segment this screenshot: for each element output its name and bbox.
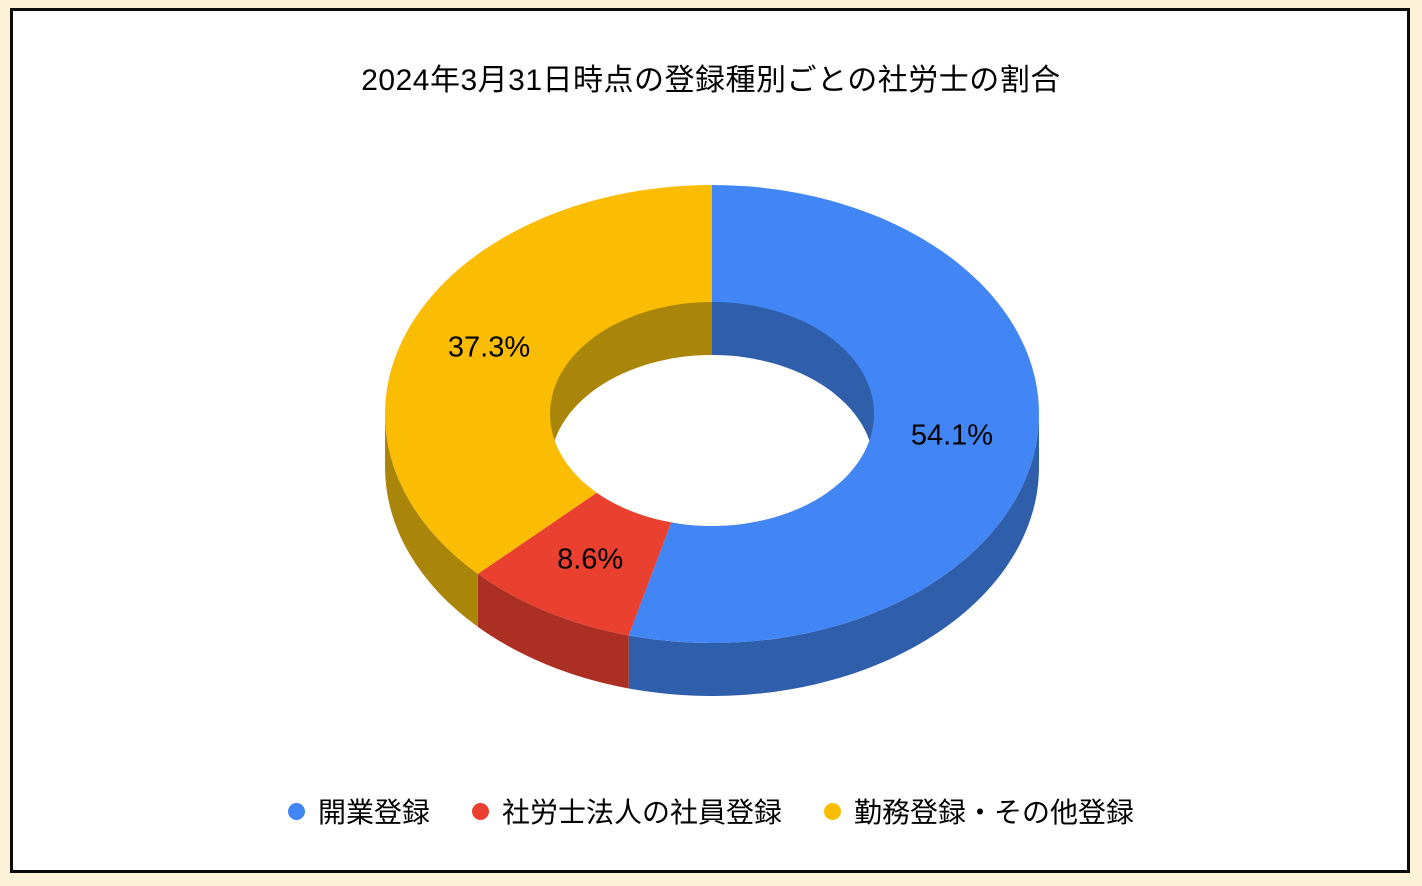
pie-slice-side-3 [385, 414, 478, 627]
legend-dot-icon [824, 802, 841, 820]
legend: 開業登録 社労士法人の社員登録 勤務登録・その他登録 [0, 791, 1422, 831]
legend-item-2: 社労士法人の社員登録 [471, 791, 782, 831]
legend-dot-icon [471, 802, 489, 820]
slice-value-label-3: 37.3% [447, 331, 531, 364]
legend-label: 勤務登録・その他登録 [854, 797, 1135, 828]
legend-label: 開業登録 [317, 797, 430, 828]
legend-item-1: 開業登録 [287, 791, 430, 831]
legend-label: 社労士法人の社員登録 [501, 797, 782, 828]
legend-dot-icon [287, 802, 305, 820]
chart-title: 2024年3月31日時点の登録種別ごとの社労士の割合 [361, 64, 1061, 97]
slice-value-label-2: 8.6% [557, 543, 624, 576]
pie-slice-side-1 [628, 414, 1039, 696]
legend-item-3: 勤務登録・その他登録 [824, 791, 1134, 831]
pie-slice-3[interactable] [385, 185, 712, 574]
slice-value-label-1: 54.1% [910, 419, 994, 452]
pie-slice-side-2 [477, 573, 629, 689]
